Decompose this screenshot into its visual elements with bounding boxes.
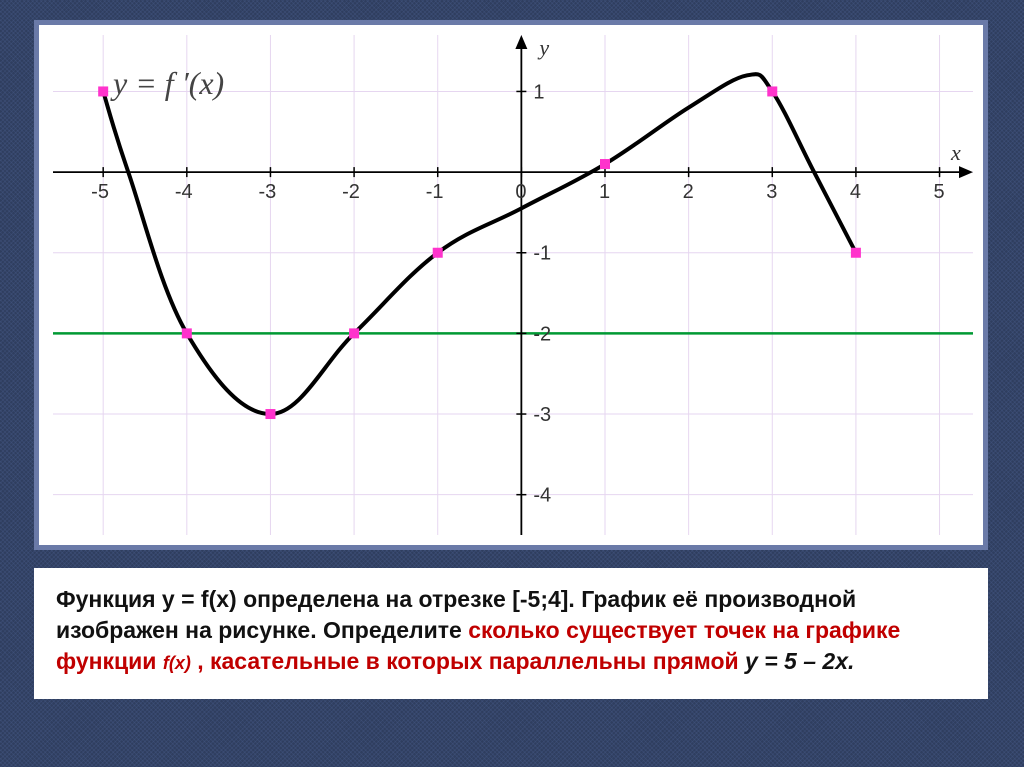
caption-red2: , касательные в которых параллельны прям… — [197, 648, 738, 674]
svg-text:-3: -3 — [533, 404, 551, 426]
problem-text: Функция y = f(x) определена на отрезке [… — [34, 568, 988, 699]
svg-text:-1: -1 — [426, 181, 444, 203]
svg-text:1: 1 — [599, 181, 610, 203]
svg-text:-5: -5 — [91, 181, 109, 203]
svg-text:-3: -3 — [258, 181, 276, 203]
svg-text:-1: -1 — [533, 243, 551, 265]
caption-fx: f(x) — [163, 653, 191, 673]
chart-svg: -5 -4 -3 -2 -1 0 1 2 3 4 5 1 -1 -2 -3 -4 y x — [53, 35, 973, 535]
svg-text:-4: -4 — [533, 485, 551, 507]
plot-area: -5 -4 -3 -2 -1 0 1 2 3 4 5 1 -1 -2 -3 -4 y x y = f ′(x) — [53, 35, 969, 535]
svg-text:x: x — [950, 140, 961, 165]
svg-text:0: 0 — [515, 181, 526, 203]
equation-label: y = f ′(x) — [113, 65, 224, 102]
svg-text:-2: -2 — [342, 181, 360, 203]
svg-text:3: 3 — [766, 181, 777, 203]
svg-text:y: y — [537, 35, 549, 60]
svg-text:-2: -2 — [533, 323, 551, 345]
svg-text:2: 2 — [683, 181, 694, 203]
chart-panel: -5 -4 -3 -2 -1 0 1 2 3 4 5 1 -1 -2 -3 -4 y x y = f ′(x) — [34, 20, 988, 550]
svg-text:-4: -4 — [175, 181, 193, 203]
svg-text:5: 5 — [934, 181, 945, 203]
svg-text:1: 1 — [533, 81, 544, 103]
svg-text:4: 4 — [850, 181, 861, 203]
caption-eq: y = 5 – 2x. — [745, 648, 854, 674]
